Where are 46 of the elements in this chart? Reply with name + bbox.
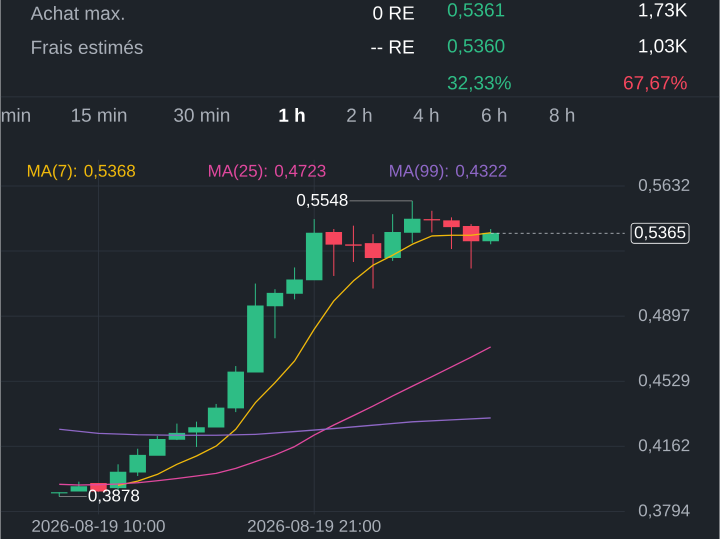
x-tick-label: 2026-08-19 21:00	[248, 520, 381, 532]
text: 32,33%	[448, 76, 511, 92]
text: MA(7): 0,5368	[28, 164, 135, 180]
candlestick	[208, 403, 224, 428]
candlestick	[482, 228, 499, 245]
text: 1,03K	[639, 38, 688, 55]
y-tick-label: 0,5632	[638, 178, 690, 193]
text: 2 h	[347, 108, 372, 122]
candlestick	[70, 480, 88, 492]
text: 0 RE	[373, 6, 414, 20]
y-tick-label: 0,4162	[638, 439, 690, 454]
y-tick-label: 0,4529	[638, 374, 690, 388]
candlestick	[266, 288, 284, 339]
text: 30 min	[174, 108, 230, 122]
candlestick	[110, 464, 126, 492]
text: min	[2, 108, 30, 122]
candlestick	[364, 233, 382, 289]
annotation: 0,5548	[297, 194, 348, 208]
text: Frais estimés	[32, 40, 143, 54]
text: Achat max.	[30, 6, 124, 20]
text: 15 min	[72, 108, 126, 122]
candlestick	[462, 223, 480, 269]
text: -- RE	[371, 40, 414, 54]
annotation: 0,3878	[88, 489, 140, 504]
ref-line-label: 0,5365	[634, 226, 686, 240]
x-tick-label: 2026-08-19 10:00	[32, 520, 165, 532]
candlestick	[149, 435, 166, 456]
candlestick	[326, 228, 342, 276]
text: 1 h	[279, 108, 305, 122]
text: 1,73K	[639, 2, 688, 19]
text: 6 h	[482, 108, 506, 122]
candlestick	[286, 266, 303, 300]
text: MA(99): 0,4322	[390, 164, 506, 180]
candlestick	[424, 210, 440, 233]
text: 0,5360	[448, 38, 504, 55]
text: 67,67%	[624, 76, 687, 92]
text: 0,5361	[448, 2, 504, 19]
text: 8 h	[550, 108, 574, 122]
y-tick-label: 0,3794	[638, 504, 690, 518]
candlestick	[188, 420, 205, 448]
text: MA(25): 0,4723	[209, 164, 326, 180]
candlestick	[443, 216, 460, 250]
candlestick	[404, 200, 420, 244]
candlestick	[129, 448, 146, 476]
y-tick-label: 0,4897	[638, 308, 690, 323]
text: 4 h	[414, 108, 438, 122]
